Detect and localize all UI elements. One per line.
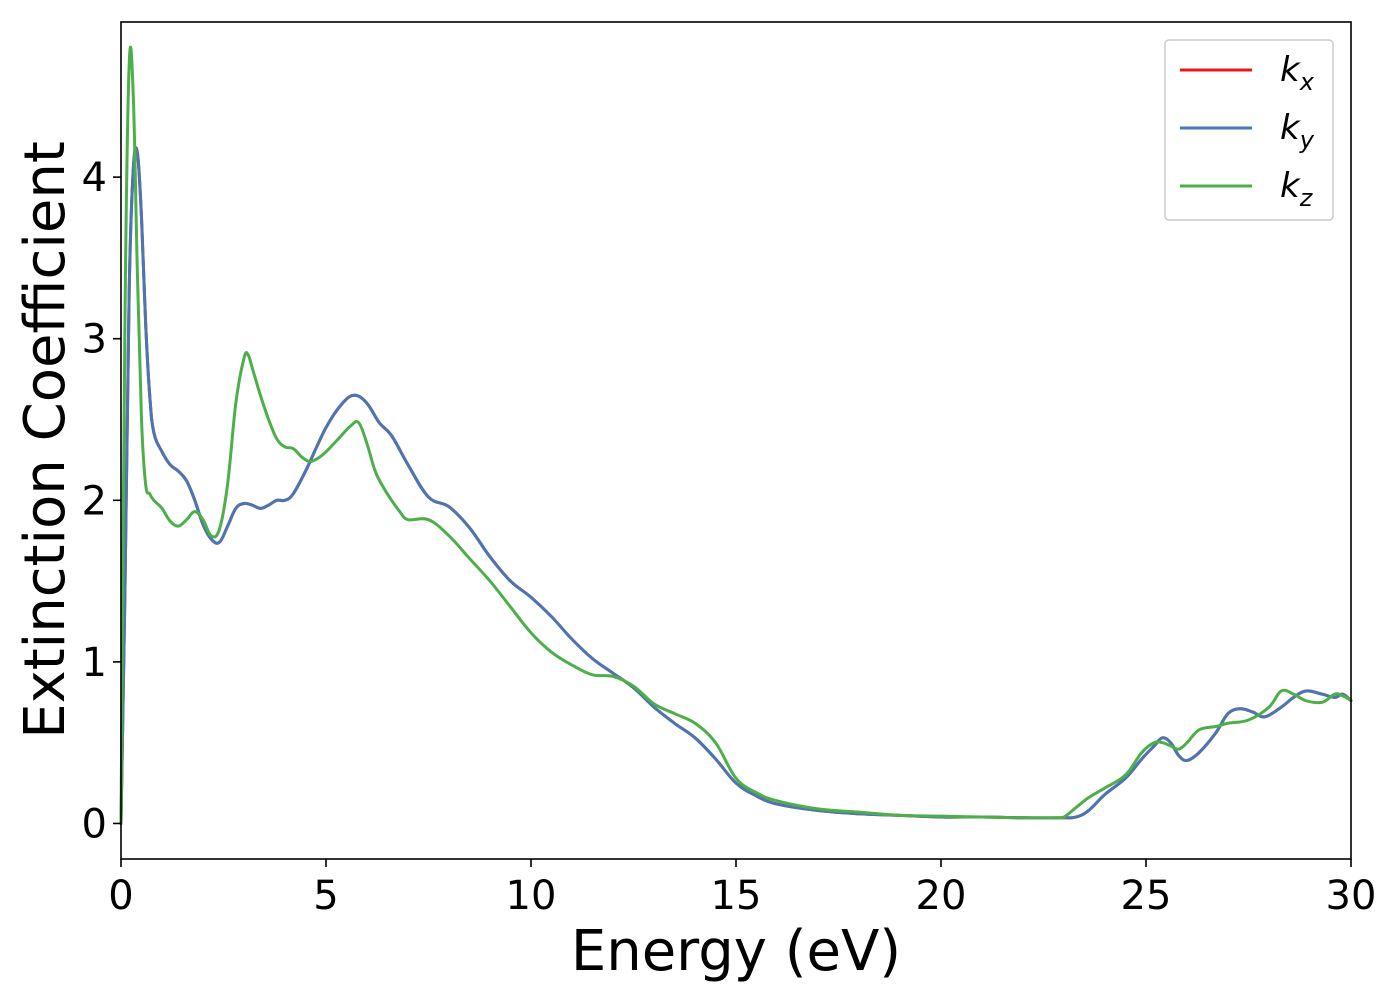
y-tick-label: 2 xyxy=(82,478,107,524)
series-line-k-y xyxy=(119,146,1353,825)
y-axis-title: Extinction Coefficient xyxy=(13,141,78,739)
x-tick-label: 15 xyxy=(711,873,762,919)
x-tick-label: 10 xyxy=(506,873,557,919)
x-tick-label: 20 xyxy=(916,873,967,919)
y-tick-label: 3 xyxy=(82,317,107,363)
x-tick-label: 25 xyxy=(1121,873,1172,919)
series-line-k-z xyxy=(119,45,1353,825)
legend-box xyxy=(1164,39,1334,221)
legend-label: kx xyxy=(1280,50,1315,96)
x-tick-label: 5 xyxy=(313,873,338,919)
x-axis: 0 5 10 15 20 25 30 xyxy=(108,859,1376,919)
y-tick-label: 1 xyxy=(82,640,107,686)
x-tick-label: 0 xyxy=(108,873,133,919)
y-axis: 0 1 2 3 4 xyxy=(82,155,121,847)
legend-label: ky xyxy=(1280,108,1315,154)
series-layer xyxy=(119,45,1353,825)
x-tick-label: 30 xyxy=(1326,873,1377,919)
x-axis-title: Energy (eV) xyxy=(571,919,901,984)
y-tick-label: 4 xyxy=(82,155,107,201)
y-tick-label: 0 xyxy=(82,801,107,847)
